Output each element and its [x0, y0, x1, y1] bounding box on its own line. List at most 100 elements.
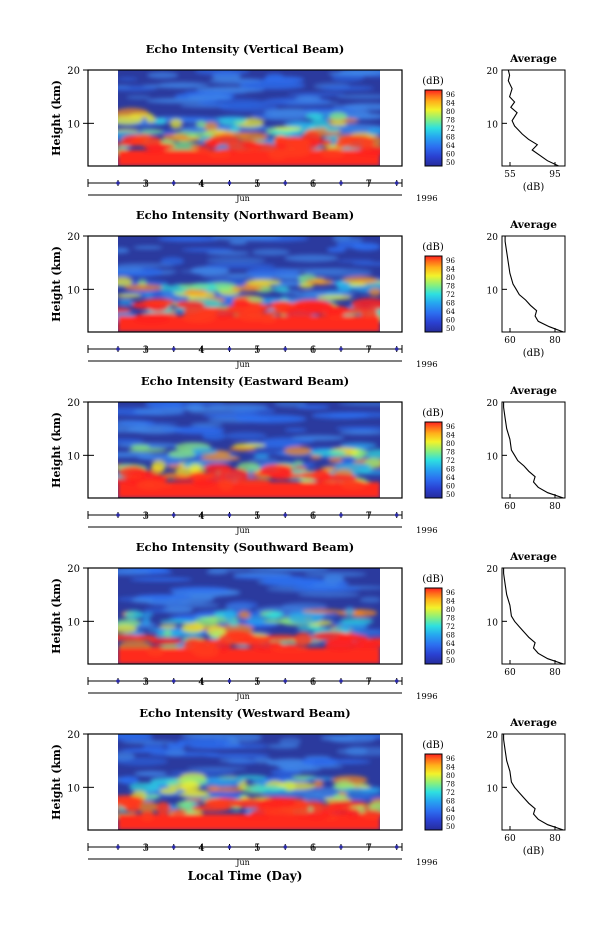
- colorbar: [424, 753, 443, 831]
- panel-2: Echo Intensity (Northward Beam) 20 10 Heigh…: [50, 208, 566, 370]
- colorbar-label: (dB): [422, 76, 444, 87]
- profile-line: [503, 734, 564, 831]
- month-label: Jun: [235, 194, 250, 203]
- x-tick-label: 6: [310, 677, 316, 688]
- figure-x-axis-label: Local Time (Day): [188, 869, 303, 883]
- profile-y-tick: 10: [487, 120, 499, 130]
- y-tick-label: 20: [67, 730, 80, 741]
- colorbar-tick-label: 84: [446, 598, 455, 606]
- x-tick-label: 7: [366, 677, 372, 688]
- profile-frame: [501, 733, 566, 831]
- profile-x-tick: 80: [549, 668, 561, 678]
- panel-1: Echo Intensity (Vertical Beam) 20 10 Height…: [50, 42, 566, 204]
- colorbar-tick-label: 50: [446, 325, 455, 333]
- profile-title: Average: [509, 717, 557, 729]
- colorbar-tick-label: 96: [446, 423, 455, 431]
- x-tick-label: 6: [310, 843, 316, 854]
- plot-frame: [87, 235, 403, 333]
- y-tick-label: 20: [67, 398, 80, 409]
- panel-title: Echo Intensity (Southward Beam): [136, 540, 354, 554]
- colorbar-tick-label: 96: [446, 257, 455, 265]
- colorbar-tick-label: 72: [446, 789, 455, 797]
- profile-y-tick: 10: [487, 452, 499, 462]
- profile-y-tick: 10: [487, 618, 499, 628]
- colorbar-tick-label: 60: [446, 151, 455, 159]
- panel-3: Echo Intensity (Eastward Beam) 20 10 Height…: [50, 374, 566, 536]
- profile-x-label: (dB): [523, 182, 545, 193]
- y-axis-label: Height (km): [50, 80, 63, 156]
- colorbar: [424, 255, 443, 333]
- profile-x-tick: 55: [504, 170, 516, 180]
- profile-title: Average: [509, 219, 557, 231]
- plot-frame: [87, 401, 403, 499]
- colorbar-tick-label: 60: [446, 483, 455, 491]
- profile-x-tick: 80: [549, 336, 561, 346]
- x-tick-label: 5: [254, 511, 260, 522]
- colorbar: [424, 587, 443, 665]
- x-tick-label: 6: [310, 179, 316, 190]
- colorbar-label: (dB): [422, 242, 444, 253]
- heatmap: [118, 70, 380, 166]
- colorbar-tick-label: 68: [446, 798, 455, 806]
- x-tick-label: 7: [366, 179, 372, 190]
- profile-frame: [501, 235, 566, 333]
- y-axis-label: Height (km): [50, 246, 63, 322]
- colorbar-tick-label: 80: [446, 274, 455, 282]
- plot-frame: [87, 69, 403, 167]
- plot-frame: [87, 567, 403, 665]
- colorbar: [424, 89, 443, 167]
- x-tick-label: 4: [198, 843, 204, 854]
- profile-title: Average: [509, 551, 557, 563]
- profile-x-label: (dB): [523, 348, 545, 359]
- profile-title: Average: [509, 385, 557, 397]
- colorbar-tick-label: 80: [446, 108, 455, 116]
- y-tick-label: 10: [67, 451, 80, 462]
- x-tick-label: 5: [254, 345, 260, 356]
- profile-y-tick: 20: [487, 67, 499, 77]
- profile-x-tick: 80: [549, 502, 561, 512]
- profile-line: [507, 69, 559, 167]
- panel-4: Echo Intensity (Southward Beam) 20 10 Heigh…: [50, 540, 566, 702]
- x-tick-label: 7: [366, 345, 372, 356]
- colorbar-tick-label: 68: [446, 632, 455, 640]
- year-label: 1996: [416, 526, 438, 536]
- month-label: Jun: [235, 360, 250, 369]
- profile-x-tick: 60: [504, 668, 516, 678]
- colorbar-tick-label: 72: [446, 623, 455, 631]
- year-label: 1996: [416, 692, 438, 702]
- colorbar-tick-label: 78: [446, 449, 455, 457]
- colorbar-tick-label: 68: [446, 300, 455, 308]
- heatmap: [118, 236, 380, 332]
- colorbar-tick-label: 78: [446, 117, 455, 125]
- panel-title: Echo Intensity (Westward Beam): [139, 706, 350, 720]
- x-tick-label: 5: [254, 179, 260, 190]
- colorbar-tick-label: 60: [446, 815, 455, 823]
- year-label: 1996: [416, 194, 438, 204]
- y-tick-label: 10: [67, 285, 80, 296]
- profile-x-tick: 95: [549, 170, 561, 180]
- profile-x-label: (dB): [523, 846, 545, 857]
- colorbar-tick-label: 68: [446, 466, 455, 474]
- colorbar-tick-label: 64: [446, 806, 455, 814]
- x-tick-label: 4: [198, 511, 204, 522]
- profile-x-tick: 60: [504, 336, 516, 346]
- colorbar-tick-label: 72: [446, 457, 455, 465]
- profile-y-tick: 10: [487, 784, 499, 794]
- heatmap: [118, 402, 380, 498]
- colorbar-label: (dB): [422, 574, 444, 585]
- colorbar-tick-label: 84: [446, 432, 455, 440]
- profile-line: [503, 568, 564, 665]
- x-tick-label: 4: [198, 677, 204, 688]
- x-tick-label: 3: [143, 511, 149, 522]
- x-tick-label: 4: [198, 345, 204, 356]
- y-tick-label: 20: [67, 66, 80, 77]
- profile-x-tick: 60: [504, 502, 516, 512]
- profile-frame: [501, 69, 566, 167]
- profile-x-tick: 60: [504, 834, 516, 844]
- y-tick-label: 20: [67, 564, 80, 575]
- x-tick-label: 4: [198, 179, 204, 190]
- colorbar-tick-label: 84: [446, 100, 455, 108]
- x-tick-label: 7: [366, 511, 372, 522]
- y-tick-label: 10: [67, 119, 80, 130]
- y-axis-label: Height (km): [50, 578, 63, 654]
